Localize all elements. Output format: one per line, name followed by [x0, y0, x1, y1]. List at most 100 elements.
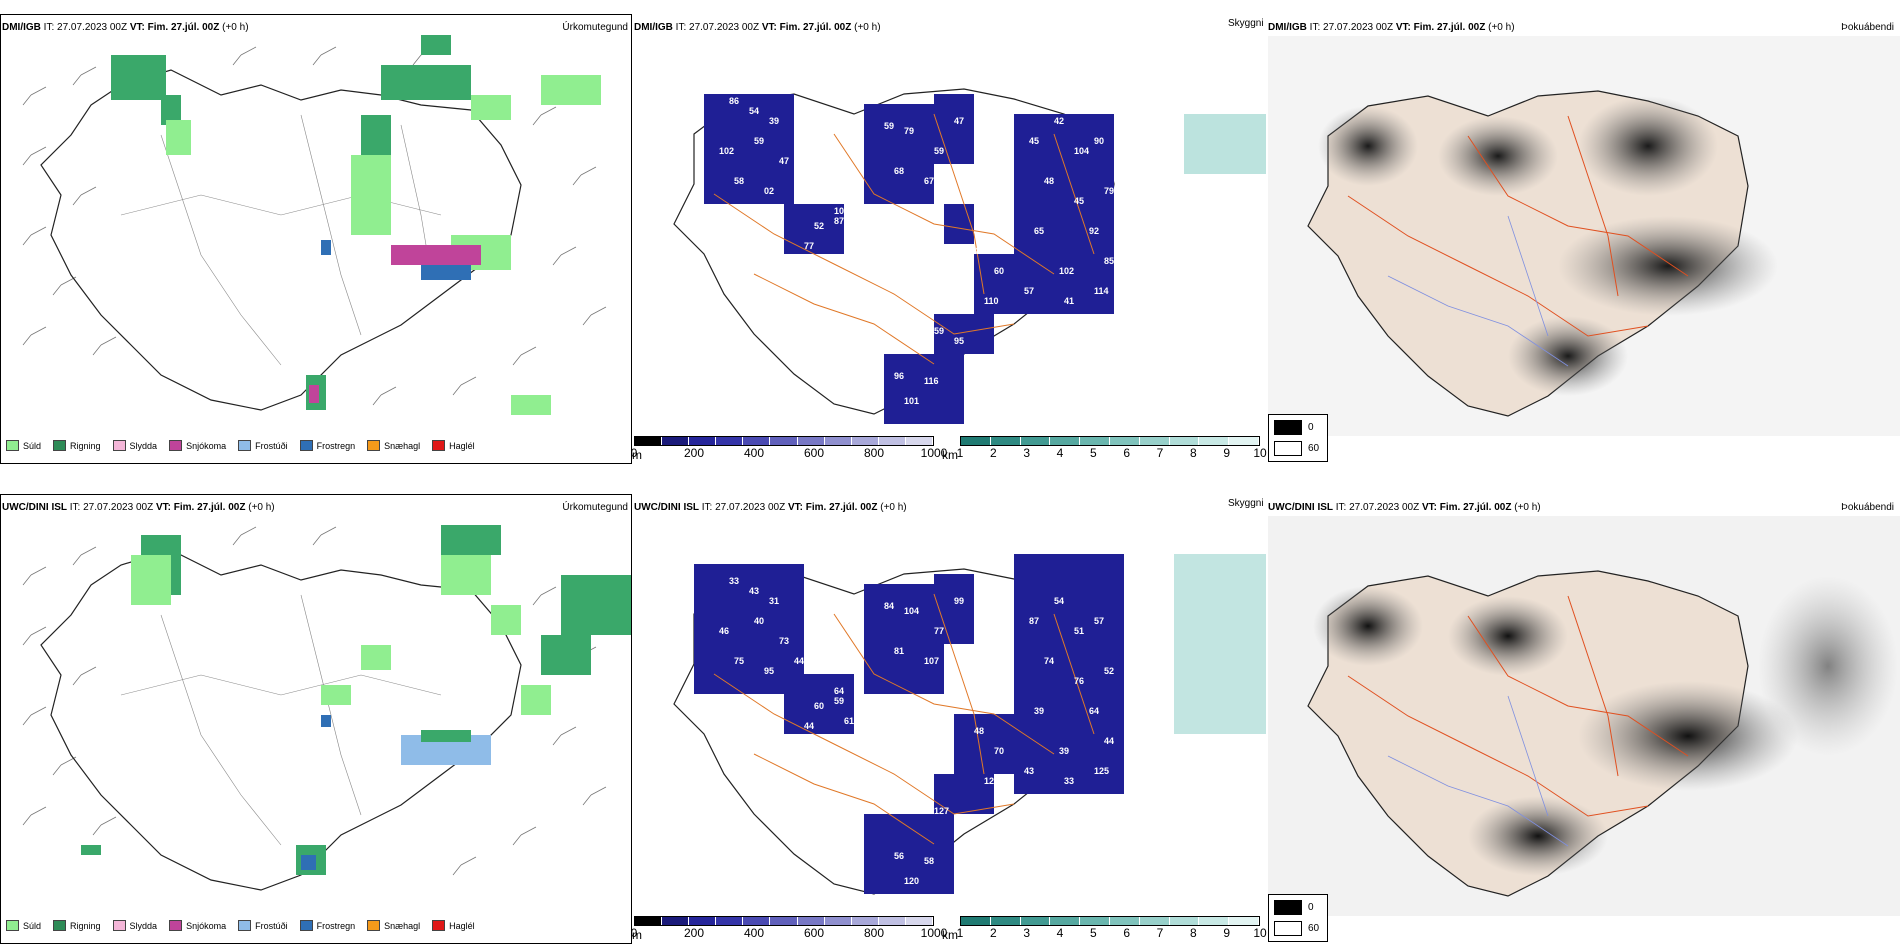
init-time: 27.07.2023 00Z	[57, 22, 128, 33]
colorbar-swatch	[851, 437, 879, 445]
source-label: DMI/IGB	[1268, 22, 1307, 33]
colorbar-tick: 8	[1189, 446, 1197, 460]
legend-item-frostregn: Frostregn	[299, 920, 355, 931]
panel-title: UWC/DINI ISL IT: 27.07.2023 00Z VT: Fim.…	[634, 502, 907, 513]
visibility-swatches	[960, 436, 1260, 446]
cloudbase-label: 41	[964, 676, 974, 686]
cloudbase-label: 79	[904, 126, 914, 136]
colorbar-tick: 5	[1089, 926, 1097, 940]
source-label: DMI/IGB	[634, 22, 673, 33]
cloudbase-label: 57	[1094, 616, 1104, 626]
colorbar-tick: 5	[1089, 446, 1097, 460]
panel-tag: Skyggni	[1228, 18, 1264, 29]
colorbar-swatch	[1139, 917, 1170, 925]
colorbar-swatch	[770, 917, 798, 925]
legend-item-haglel: Haglél	[432, 440, 475, 451]
panel-cloud-visibility-uwc: UWC/DINI ISL IT: 27.07.2023 00Z VT: Fim.…	[631, 494, 1267, 944]
panel-tag: Skyggni	[1228, 498, 1264, 509]
lead-time: (+0 h)	[1488, 22, 1515, 33]
colorbar-tick: 9	[1223, 926, 1230, 940]
fog-swatch	[1274, 441, 1302, 456]
colorbar-swatch	[1050, 917, 1081, 925]
cloudbase-label: 46	[719, 626, 729, 636]
colorbar-tick: 400	[743, 446, 765, 460]
colorbar-swatch	[1020, 917, 1051, 925]
panel-title: UWC/DINI ISL IT: 27.07.2023 00Z VT: Fim.…	[2, 502, 275, 513]
cloudbase-label: 65	[1034, 226, 1044, 236]
colorbar-swatch	[716, 917, 744, 925]
colorbar-tick: 1	[956, 446, 964, 460]
cloudbase-label: 104	[1074, 146, 1089, 156]
legend-item-rigning: Rigning	[53, 920, 101, 931]
colorbar-tick: 6	[1123, 926, 1130, 940]
fog-map	[1268, 36, 1900, 436]
colorbar-tick: 0	[630, 446, 638, 460]
colorbar-swatch	[662, 437, 690, 445]
cloudbase-colorbar: 0 200 400 600 800 1000 m	[631, 916, 947, 942]
colorbar-swatch	[635, 437, 663, 445]
fog-legend-item: 60	[1274, 441, 1319, 456]
cloudbase-label: 39	[1034, 706, 1044, 716]
cloudbase-map: 33 43 31 46 40 73 75 95 44 84 104 81 107 77 99 87 54 51 57…	[634, 514, 1266, 914]
colorbar-swatch	[990, 917, 1021, 925]
lead-time: (+0 h)	[222, 22, 249, 33]
legend-item-frostudi: Frostúði	[238, 920, 288, 931]
cloudbase-label: 74	[1044, 656, 1054, 666]
cloudbase-label: 96	[894, 371, 904, 381]
colorbar-swatch	[1229, 437, 1259, 445]
fog-legend: 0 60	[1268, 894, 1328, 942]
colorbar-swatch	[1229, 917, 1259, 925]
fog-map	[1268, 516, 1900, 916]
legend-item-suld: Súld	[6, 920, 41, 931]
colorbar-tick: 10	[1253, 446, 1267, 460]
cloudbase-label: 02	[764, 186, 774, 196]
valid-time: Fim. 27.júl. 00Z	[1413, 22, 1486, 33]
cloudbase-label: 47	[779, 156, 789, 166]
colorbar-tick: 3	[1023, 926, 1030, 940]
fog-legend-item: 60	[1274, 921, 1319, 936]
colorbar-swatch	[1050, 437, 1081, 445]
colorbar-swatch	[689, 437, 717, 445]
cloudbase-label: 116	[924, 376, 939, 386]
cloudbase-label: 72	[794, 176, 804, 186]
fog-legend-item: 0	[1274, 900, 1314, 915]
colorbar-swatch	[635, 917, 663, 925]
colorbar-tick: 4	[1056, 446, 1064, 460]
source-label: UWC/DINI ISL	[634, 502, 699, 513]
cloudbase-label: 77	[804, 241, 814, 251]
colorbar-swatch	[770, 437, 798, 445]
cloudbase-label: 81	[894, 646, 904, 656]
panel-tag: Þokuábendi	[1841, 502, 1894, 513]
legend-item-snjokoma: Snjókoma	[169, 920, 226, 931]
legend-item-snaehagl: Snæhagl	[367, 920, 420, 931]
source-label: DMI/IGB	[2, 22, 41, 33]
init-time: 27.07.2023 00Z	[1323, 22, 1394, 33]
legend-swatch	[238, 440, 252, 451]
legend-swatch	[238, 920, 252, 931]
legend-swatch	[367, 440, 381, 451]
cloudbase-label: 58	[734, 176, 744, 186]
cloudbase-label: 75	[734, 656, 744, 666]
panel-tag: Úrkomutegund	[562, 502, 628, 513]
cloudbase-label: 59	[834, 696, 844, 706]
lead-time: (+0 h)	[854, 22, 881, 33]
cloudbase-label: 102	[1059, 266, 1074, 276]
valid-time: Fim. 27.júl. 00Z	[805, 502, 878, 513]
cloudbase-label: 39	[1059, 746, 1069, 756]
colorbar-tick: 6	[1123, 446, 1130, 460]
colorbar-tick: 8	[1189, 926, 1197, 940]
colorbar-tick: 200	[683, 446, 705, 460]
valid-time: Fim. 27.júl. 00Z	[173, 502, 246, 513]
colorbar-swatch	[662, 917, 690, 925]
visibility-unit: km	[942, 928, 958, 942]
cloudbase-label: 77	[934, 626, 944, 636]
valid-time: Fim. 27.júl. 00Z	[779, 22, 852, 33]
legend-item-rigning: Rigning	[53, 440, 101, 451]
legend-item-snjokoma: Snjókoma	[169, 440, 226, 451]
visibility-colorbar: 1 2 3 4 5 6 7 8 9 10 km	[942, 436, 1267, 462]
cloudbase-svg: 86 54 39 102 59 47 58 02 72 59 79 68 67 59 47 45 42 104 90…	[673, 88, 1266, 424]
legend-swatch	[6, 440, 19, 451]
cloudbase-label: 87	[1029, 616, 1039, 626]
colorbar-tick: 2	[989, 446, 997, 460]
colorbar-swatch	[878, 917, 906, 925]
